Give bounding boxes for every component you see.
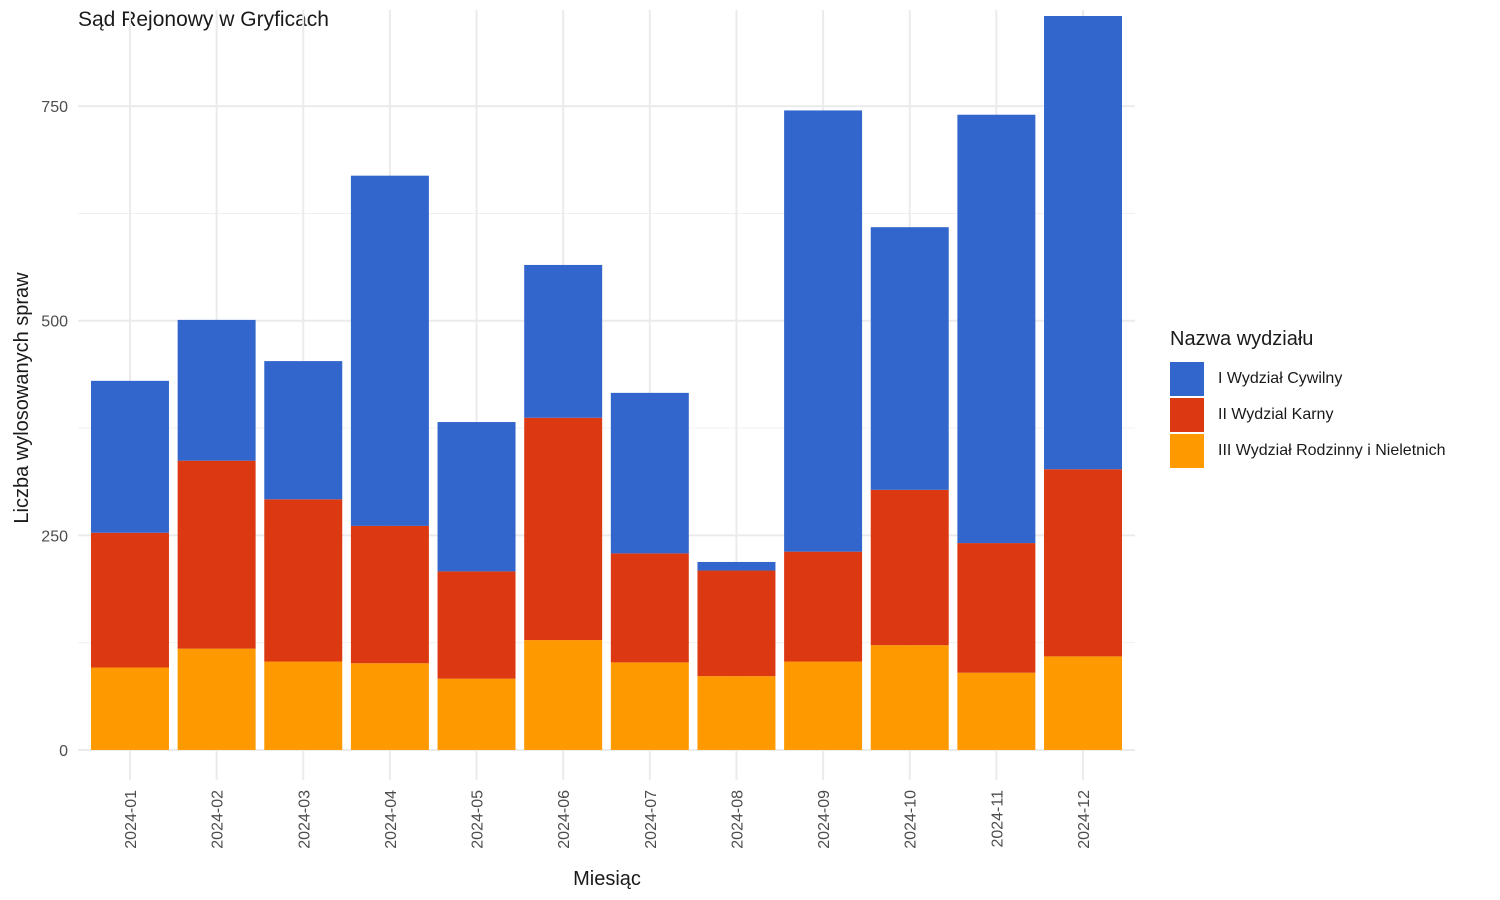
x-tick-label: 2024-08 (729, 790, 746, 849)
bar-segment (437, 571, 516, 679)
x-axis-ticks: 2024-01 2024-02 2024-03 2024-04 2024-05 2024-… (123, 790, 1093, 849)
x-tick-label: 2024-04 (383, 790, 400, 849)
chart-title: Sąd Rejonowy w Gryficach (78, 8, 329, 31)
legend: Nazwa wydziału I Wydział Cywilny II Wydzi… (1170, 328, 1446, 469)
x-tick-label: 2024-12 (1076, 790, 1093, 849)
bar-segment (957, 672, 1036, 750)
legend-item: III Wydział Rodzinny i Nieletnich (1170, 433, 1446, 469)
x-tick-label: 2024-01 (123, 790, 140, 849)
bar-segment (437, 678, 516, 750)
x-axis-label: Miesiąc (573, 868, 641, 890)
bar-segment (1044, 469, 1123, 657)
legend-key (1170, 434, 1204, 468)
bar-segment (524, 264, 603, 418)
legend-title: Nazwa wydziału (1170, 328, 1314, 350)
bar-segment (697, 570, 776, 677)
bar-segment (784, 661, 863, 750)
legend-key (1170, 398, 1204, 432)
bars (90, 16, 1123, 750)
y-tick-label: 500 (41, 314, 68, 331)
y-tick-label: 0 (59, 743, 68, 760)
y-axis-label: Liczba wylosowanych spraw (11, 272, 33, 524)
bar-segment (957, 114, 1036, 544)
bar-segment (870, 489, 949, 646)
bar-segment (264, 661, 343, 750)
bar-segment (697, 676, 776, 750)
legend-item: I Wydział Cywilny (1170, 361, 1446, 397)
bar-segment (177, 319, 256, 461)
legend-key (1170, 362, 1204, 396)
x-tick-label: 2024-03 (296, 790, 313, 849)
bar-segment (1044, 656, 1123, 750)
y-axis-ticks: 0 250 500 750 (41, 99, 68, 760)
legend-label: I Wydział Cywilny (1218, 370, 1343, 387)
y-tick-label: 750 (41, 99, 68, 116)
bar-segment (350, 175, 429, 526)
x-tick-label: 2024-10 (903, 790, 920, 849)
bar-segment (784, 110, 863, 552)
y-tick-label: 250 (41, 528, 68, 545)
x-tick-label: 2024-11 (989, 790, 1006, 848)
bar-segment (524, 640, 603, 750)
legend-label: II Wydzial Karny (1218, 406, 1334, 423)
bar-segment (610, 662, 689, 750)
bar-segment (697, 561, 776, 571)
x-tick-label: 2024-07 (643, 790, 660, 849)
bar-segment (350, 525, 429, 664)
bar-segment (870, 645, 949, 750)
bar-segment (177, 460, 256, 649)
bar-segment (437, 422, 516, 572)
bar-segment (177, 648, 256, 750)
bar-segment (957, 543, 1036, 673)
x-tick-label: 2024-09 (816, 790, 833, 849)
bar-segment (264, 499, 343, 662)
x-tick-label: 2024-02 (210, 790, 227, 849)
bar-segment (90, 380, 169, 533)
x-tick-label: 2024-05 (470, 790, 487, 849)
bar-segment (264, 361, 343, 500)
bar-segment (90, 667, 169, 750)
bar-segment (1044, 16, 1123, 470)
legend-label: III Wydział Rodzinny i Nieletnich (1218, 442, 1446, 459)
bar-segment (90, 532, 169, 668)
bar-segment (610, 553, 689, 663)
bar-segment (610, 392, 689, 554)
x-tick-label: 2024-06 (556, 790, 573, 849)
bar-segment (524, 417, 603, 641)
bar-segment (870, 227, 949, 490)
legend-item: II Wydzial Karny (1170, 397, 1446, 433)
bar-segment (350, 663, 429, 750)
legend-items: I Wydział Cywilny II Wydzial Karny III Wyd… (1170, 361, 1446, 469)
bar-segment (784, 551, 863, 662)
